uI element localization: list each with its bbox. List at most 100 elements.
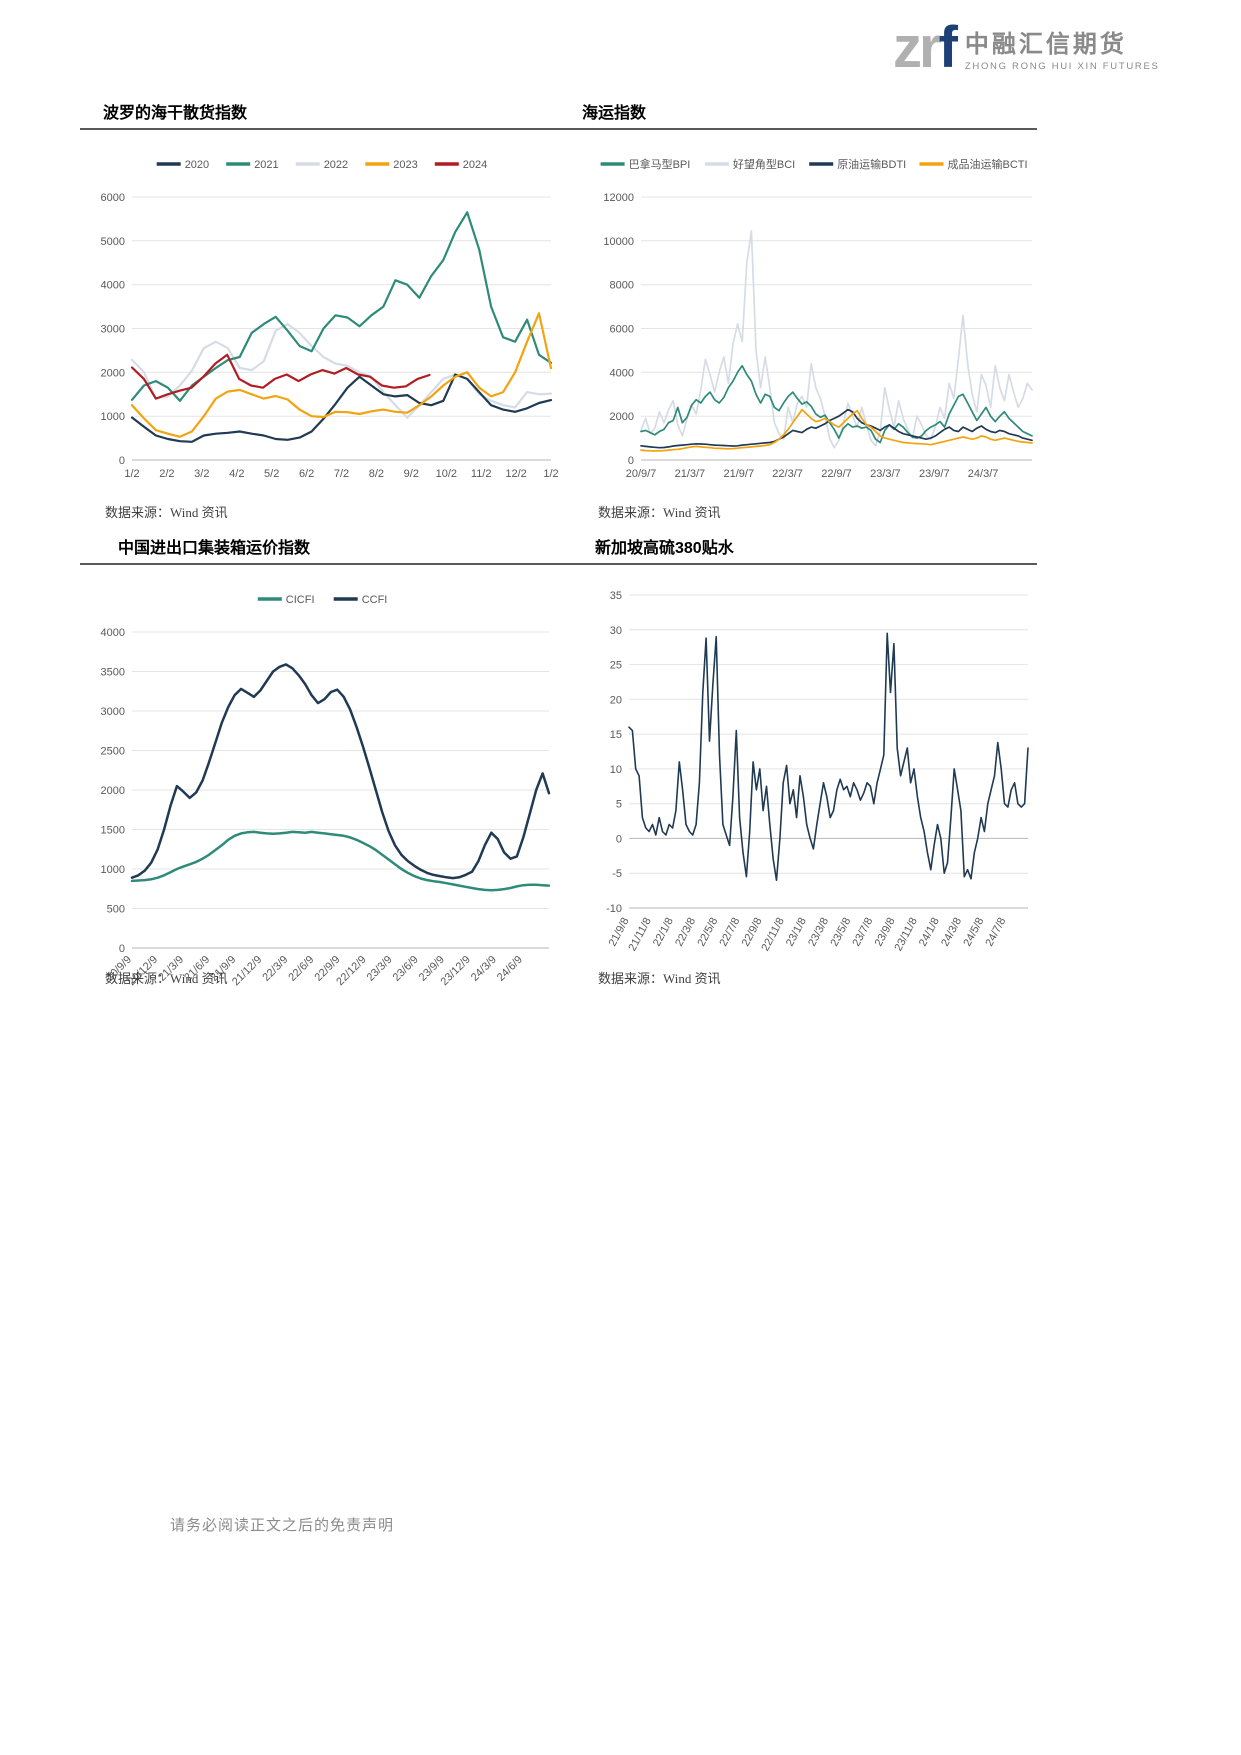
header-rule-row2: [80, 563, 1037, 565]
svg-text:4/2: 4/2: [229, 468, 244, 480]
svg-text:23/3/7: 23/3/7: [870, 468, 901, 480]
svg-text:30: 30: [610, 625, 622, 637]
svg-text:23/12/9: 23/12/9: [438, 954, 472, 988]
svg-text:22/7/8: 22/7/8: [717, 916, 742, 949]
svg-text:23/5/8: 23/5/8: [828, 916, 853, 949]
source-note-hsfo: 数据来源：Wind 资讯: [598, 971, 721, 986]
svg-text:22/3/8: 22/3/8: [673, 916, 698, 949]
svg-text:22/6/9: 22/6/9: [286, 954, 316, 984]
svg-text:5: 5: [616, 799, 622, 811]
svg-text:24/3/8: 24/3/8: [939, 916, 964, 949]
svg-text:22/1/8: 22/1/8: [651, 916, 676, 949]
svg-text:7/2: 7/2: [334, 468, 349, 480]
svg-text:2021: 2021: [254, 159, 278, 171]
svg-text:原油运输BDTI: 原油运输BDTI: [837, 157, 906, 171]
svg-text:3000: 3000: [101, 706, 125, 718]
source-note-baltic: 数据来源：Wind 资讯: [105, 505, 228, 520]
section-title-shipping-index: 海运指数: [582, 105, 647, 122]
svg-text:0: 0: [119, 943, 125, 955]
logo-names: 中融汇信期货 ZHONG RONG HUI XIN FUTURES: [965, 32, 1160, 71]
svg-text:2000: 2000: [101, 367, 125, 379]
container-freight-chart: 0500100015002000250030003500400020/9/920…: [101, 594, 551, 988]
svg-text:-10: -10: [606, 903, 622, 915]
svg-text:4000: 4000: [101, 627, 125, 639]
svg-text:12/2: 12/2: [505, 468, 526, 480]
svg-text:6000: 6000: [610, 324, 634, 336]
svg-text:3500: 3500: [101, 667, 125, 679]
logo-f-letter: f: [938, 15, 958, 80]
svg-text:巴拿马型BPI: 巴拿马型BPI: [629, 157, 691, 171]
svg-text:4000: 4000: [101, 280, 125, 292]
svg-text:9/2: 9/2: [404, 468, 419, 480]
svg-text:CICFI: CICFI: [286, 594, 315, 606]
svg-text:3/2: 3/2: [194, 468, 209, 480]
svg-text:5/2: 5/2: [264, 468, 279, 480]
shipping-index-chart: 0 2000 4000 6000 8000 10000 12000 20/9/7 21/3/7 2…: [600, 157, 1033, 480]
svg-text:10000: 10000: [603, 236, 634, 248]
svg-text:22/3/9: 22/3/9: [260, 954, 290, 984]
svg-text:2023: 2023: [393, 159, 417, 171]
svg-text:12000: 12000: [603, 192, 634, 204]
svg-text:CCFI: CCFI: [362, 594, 388, 606]
svg-text:22/12/9: 22/12/9: [334, 954, 368, 988]
svg-text:35: 35: [610, 590, 622, 602]
svg-text:6000: 6000: [101, 192, 125, 204]
svg-text:2000: 2000: [101, 785, 125, 797]
svg-text:25: 25: [610, 660, 622, 672]
svg-text:-5: -5: [612, 868, 622, 880]
svg-text:20: 20: [610, 694, 622, 706]
svg-text:5000: 5000: [101, 236, 125, 248]
svg-text:8/2: 8/2: [369, 468, 384, 480]
svg-text:2/2: 2/2: [159, 468, 174, 480]
svg-text:10: 10: [610, 764, 622, 776]
svg-text:23/9/7: 23/9/7: [919, 468, 950, 480]
svg-text:2022: 2022: [324, 159, 348, 171]
svg-text:23/3/9: 23/3/9: [365, 954, 395, 984]
disclaimer-note: 请务必阅读正文之后的免责声明: [170, 1518, 395, 1534]
svg-text:2500: 2500: [101, 746, 125, 758]
svg-text:成品油运输BCTI: 成品油运输BCTI: [948, 157, 1028, 171]
svg-text:24/3/7: 24/3/7: [968, 468, 999, 480]
svg-text:3000: 3000: [101, 324, 125, 336]
section-title-hsfo-380: 新加坡高硫380贴水: [595, 540, 734, 557]
svg-text:2000: 2000: [610, 411, 634, 423]
svg-text:8000: 8000: [610, 280, 634, 292]
svg-text:4000: 4000: [610, 367, 634, 379]
header-rule-row1: [80, 128, 1037, 130]
svg-text:24/7/8: 24/7/8: [983, 916, 1008, 949]
svg-text:23/6/9: 23/6/9: [391, 954, 421, 984]
svg-text:1000: 1000: [101, 411, 125, 423]
svg-text:11/2: 11/2: [471, 468, 492, 480]
svg-text:6/2: 6/2: [299, 468, 314, 480]
section-title-container-freight: 中国进出口集装箱运价指数: [118, 540, 311, 557]
source-note-container: 数据来源：Wind 资讯: [105, 971, 228, 986]
logo-company-name-cn: 中融汇信期货: [964, 31, 1127, 59]
svg-text:24/5/8: 24/5/8: [961, 916, 986, 949]
svg-text:21/9/7: 21/9/7: [724, 468, 755, 480]
svg-text:24/1/8: 24/1/8: [917, 916, 942, 949]
svg-text:10/2: 10/2: [436, 468, 457, 480]
svg-text:1500: 1500: [101, 825, 125, 837]
hsfo-380-chart: -10-50510152025303521/9/821/11/822/1/822…: [606, 590, 1029, 953]
svg-text:2024: 2024: [463, 159, 487, 171]
section-title-baltic-dry-index: 波罗的海干散货指数: [103, 105, 248, 122]
svg-text:0: 0: [616, 833, 622, 845]
svg-text:23/3/8: 23/3/8: [806, 916, 831, 949]
logo-zrf-mark: zrf: [893, 19, 958, 77]
svg-text:1/2: 1/2: [543, 468, 558, 480]
svg-text:好望角型BCI: 好望角型BCI: [733, 157, 795, 171]
svg-text:22/3/7: 22/3/7: [772, 468, 803, 480]
svg-text:21/12/9: 21/12/9: [230, 954, 264, 988]
svg-text:22/9/7: 22/9/7: [821, 468, 852, 480]
svg-text:23/7/8: 23/7/8: [850, 916, 875, 949]
svg-text:0: 0: [628, 455, 634, 467]
svg-text:24/6/9: 24/6/9: [495, 954, 525, 984]
source-note-shipping: 数据来源：Wind 资讯: [598, 505, 721, 520]
svg-text:0: 0: [119, 455, 125, 467]
svg-text:23/1/8: 23/1/8: [784, 916, 809, 949]
logo-zr-letters: zr: [893, 15, 942, 80]
svg-text:20/9/7: 20/9/7: [626, 468, 657, 480]
baltic-dry-index-chart: 0 1000 2000 3000 4000 5000 6000 1/2 2/2 3/2 4/2 5/2…: [101, 159, 559, 480]
svg-text:1000: 1000: [101, 864, 125, 876]
